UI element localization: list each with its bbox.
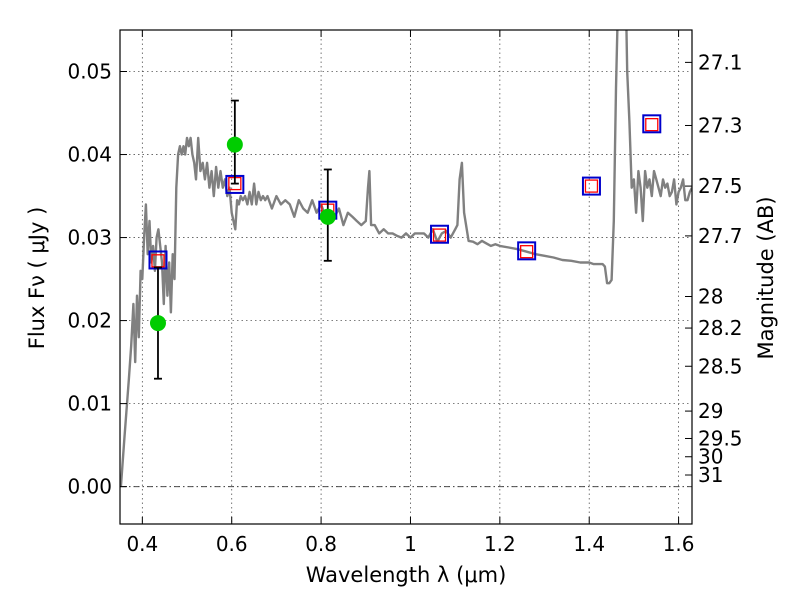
axis-ticks: 0.4 0.6 0.8 1 1.2 1.4 1.6 0.00 0.01 0.02 0.03 0.04 0… bbox=[67, 30, 743, 556]
right-tick-label: 28.5 bbox=[698, 354, 743, 378]
x-axis-title: Wavelength λ (μm) bbox=[306, 563, 507, 587]
measured-flux-point bbox=[226, 136, 243, 153]
spectrum-line bbox=[120, 30, 692, 487]
right-tick-label: 27.3 bbox=[698, 113, 743, 137]
right-tick-label: 31 bbox=[698, 463, 723, 487]
right-tick-label: 30 bbox=[698, 445, 723, 469]
x-tick-label: 0.6 bbox=[216, 532, 248, 556]
right-tick-label: 29.5 bbox=[698, 426, 743, 450]
right-tick-label: 27.7 bbox=[698, 224, 743, 248]
plot-frame bbox=[119, 29, 693, 525]
right-tick-label: 28 bbox=[698, 285, 723, 309]
x-tick-label: 1.2 bbox=[484, 532, 516, 556]
y-tick-label: 0.05 bbox=[67, 60, 112, 84]
y-tick-label: 0.01 bbox=[67, 392, 112, 416]
right-tick-label: 27.1 bbox=[698, 50, 743, 74]
observed-photometry-square bbox=[517, 241, 537, 261]
y-tick-label: 0.02 bbox=[67, 309, 112, 333]
x-tick-label: 1.6 bbox=[663, 532, 695, 556]
measured-flux-point bbox=[149, 315, 166, 332]
right-axis-title: Magnitude (AB) bbox=[754, 196, 778, 359]
x-tick-label: 1.4 bbox=[573, 532, 605, 556]
x-tick-label: 0.8 bbox=[305, 532, 337, 556]
x-tick-label: 0.4 bbox=[126, 532, 158, 556]
observed-photometry-square bbox=[430, 224, 450, 244]
model-photometry-square bbox=[432, 228, 447, 242]
observed-photometry-square bbox=[642, 114, 662, 134]
y-axis-title: Flux Fν ( μJy ) bbox=[25, 207, 49, 350]
spectrum-layer bbox=[120, 30, 692, 487]
x-tick-label: 1 bbox=[404, 532, 417, 556]
observed-photometry-square bbox=[581, 176, 601, 196]
right-tick-label: 29 bbox=[698, 399, 723, 423]
marker-layer bbox=[148, 99, 662, 380]
model-photometry-square bbox=[520, 245, 534, 259]
model-photometry-square bbox=[645, 117, 659, 132]
right-tick-label: 27.5 bbox=[698, 174, 743, 198]
y-tick-label: 0.04 bbox=[67, 143, 112, 167]
measured-flux-point bbox=[319, 208, 336, 225]
y-tick-label: 0.00 bbox=[67, 475, 112, 499]
right-tick-label: 28.2 bbox=[698, 316, 743, 340]
model-photometry-square bbox=[584, 179, 599, 193]
y-tick-label: 0.03 bbox=[67, 226, 112, 250]
